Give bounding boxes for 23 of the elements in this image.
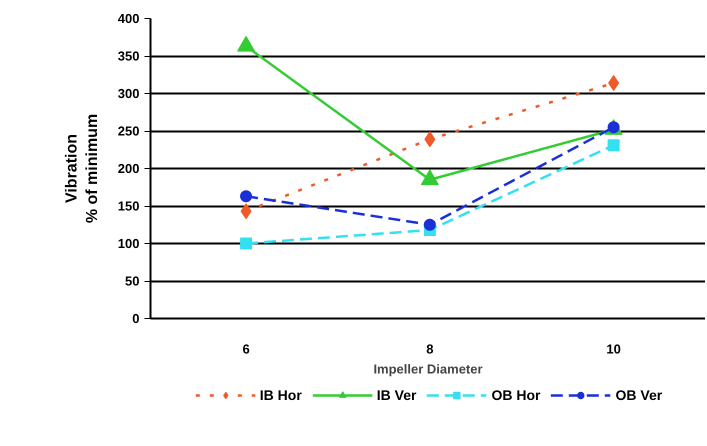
legend-label: IB Hor xyxy=(260,387,302,403)
point xyxy=(608,139,620,152)
legend-label: IB Ver xyxy=(376,387,416,403)
x-axis-title: Impeller Diameter xyxy=(373,362,483,376)
y-tick-label: 350 xyxy=(118,48,140,64)
point xyxy=(608,75,620,91)
x-tick-label: 8 xyxy=(426,342,434,356)
y-tick-label: 200 xyxy=(118,161,140,176)
y-tick-label: 400 xyxy=(118,11,140,26)
y-tick-label: 50 xyxy=(125,274,140,288)
y-axis-title: Vibration % of minimum xyxy=(63,114,101,224)
y-tick-label: 250 xyxy=(118,124,140,138)
point xyxy=(240,190,252,202)
y-tick-label: 0 xyxy=(132,311,140,326)
y-tick-label: 150 xyxy=(118,198,140,214)
y-tick-label: 100 xyxy=(118,236,140,251)
x-tick-label: 6 xyxy=(242,342,250,356)
y-tick-label: 300 xyxy=(118,86,140,101)
point xyxy=(424,218,436,231)
point xyxy=(240,238,252,250)
x-tick-label: 10 xyxy=(606,342,621,356)
legend-label: OB Hor xyxy=(492,387,540,403)
legend-label: OB Ver xyxy=(616,387,662,403)
